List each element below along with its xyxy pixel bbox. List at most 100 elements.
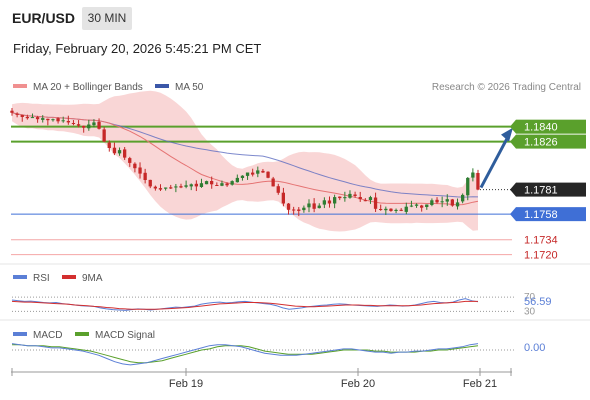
current-price-tag: [516, 182, 586, 197]
rsi-ma-legend-label: 9MA: [82, 273, 103, 284]
candle-body: [30, 117, 35, 119]
candle-body: [82, 125, 86, 128]
candle-body: [220, 183, 224, 186]
candle-body: [445, 199, 449, 202]
candle-body: [225, 183, 229, 186]
candle-body: [297, 209, 301, 211]
price-level-tag-pointer: [510, 134, 516, 149]
macd-legend-label: MACD: [33, 330, 62, 341]
candle-body: [10, 110, 14, 113]
rsi-ma-legend-swatch: [62, 275, 76, 279]
candle-body: [420, 205, 424, 208]
macd-line: [11, 343, 479, 366]
candle-body: [363, 200, 367, 202]
rsi-legend-swatch: [13, 275, 27, 279]
candle-body: [174, 186, 178, 188]
candle-body: [327, 200, 332, 204]
moving-averages: [11, 112, 479, 206]
candle-body: [66, 121, 70, 123]
candle-body: [358, 197, 362, 200]
rsi-line: [11, 298, 479, 311]
candlesticks: [10, 108, 480, 217]
candle-body: [210, 181, 214, 185]
macd-current-value: 0.00: [524, 342, 545, 354]
candle-body: [317, 205, 321, 209]
candle-body: [261, 170, 265, 173]
time-axis: Feb 19 Feb 20 Feb 21: [11, 368, 512, 390]
ma20-legend-label: MA 20 + Bollinger Bands: [33, 82, 143, 93]
candle-body: [343, 197, 347, 199]
candle-body: [204, 181, 209, 185]
candle-body: [455, 202, 460, 207]
time-axis-label: Feb 19: [169, 378, 203, 390]
candle-body: [256, 170, 260, 174]
candle-body: [117, 150, 122, 154]
candle-body: [461, 194, 465, 202]
forecast-arrow-shaft: [479, 135, 510, 189]
candle-body: [379, 209, 383, 210]
price-level-label: 1.1840: [524, 122, 558, 134]
bollinger-band-area: [12, 90, 478, 232]
candle-body: [245, 172, 250, 176]
candle-body: [164, 187, 168, 189]
candle-body: [466, 177, 470, 196]
candle-body: [158, 188, 163, 190]
candle-body: [35, 117, 40, 120]
candle-body: [194, 183, 198, 187]
candle-body: [153, 186, 157, 189]
macd-legend-swatch: [13, 332, 27, 336]
price-level-tag: [516, 119, 586, 134]
candle-body: [450, 199, 454, 206]
candle-body: [123, 149, 127, 158]
candle-body: [20, 114, 24, 117]
candle-body: [404, 206, 408, 212]
candle-body: [333, 197, 337, 204]
rsi-level-label: 70: [524, 292, 536, 303]
datetime-label: Friday, February 20, 2026 5:45:21 PM CET: [13, 41, 262, 56]
price-level-label: 1.1826: [524, 137, 558, 149]
candle-body: [87, 124, 91, 129]
candle-body: [169, 187, 173, 189]
candle-body: [148, 179, 152, 187]
price-level-label: 1.1720: [524, 250, 558, 262]
candle-body: [425, 204, 429, 207]
candle-body: [384, 208, 388, 211]
candle-body: [368, 197, 373, 200]
candle-body: [133, 163, 137, 169]
candle-body: [286, 203, 291, 210]
candle-body: [184, 185, 188, 187]
macd-signal-legend-swatch: [75, 332, 89, 336]
candle-body: [71, 123, 76, 124]
candle-body: [430, 200, 434, 205]
candle-body: [292, 209, 296, 211]
candle-body: [25, 116, 29, 119]
candle-body: [56, 118, 60, 122]
candle-body: [471, 172, 475, 178]
timeframe-badge[interactable]: 30 MIN: [82, 7, 132, 30]
bollinger-band: [12, 90, 478, 232]
candle-body: [348, 193, 352, 198]
candle-body: [138, 167, 142, 174]
candle-body: [353, 194, 357, 196]
price-level-label: 1.1734: [524, 235, 558, 247]
ma50-legend-label: MA 50: [175, 82, 204, 93]
time-axis-label: Feb 20: [341, 378, 375, 390]
candle-body: [199, 183, 204, 187]
current-price-tag-pointer: [510, 182, 516, 197]
candle-body: [46, 118, 50, 121]
price-level-tag: [516, 134, 586, 149]
candle-body: [312, 203, 316, 209]
candle-body: [102, 129, 106, 142]
ma50-legend-swatch: [155, 84, 169, 88]
candle-body: [215, 185, 219, 186]
candle-body: [322, 200, 326, 205]
forecast-arrow: [479, 127, 513, 189]
price-levels: [11, 125, 512, 256]
candle-body: [307, 203, 311, 208]
time-axis-label: Feb 21: [463, 378, 497, 390]
current-price-label: 1.1781: [524, 185, 558, 197]
ma20-legend-swatch: [13, 84, 27, 88]
rsi-level-label: 30: [524, 306, 536, 317]
macd-panel: 0.00: [11, 342, 545, 366]
